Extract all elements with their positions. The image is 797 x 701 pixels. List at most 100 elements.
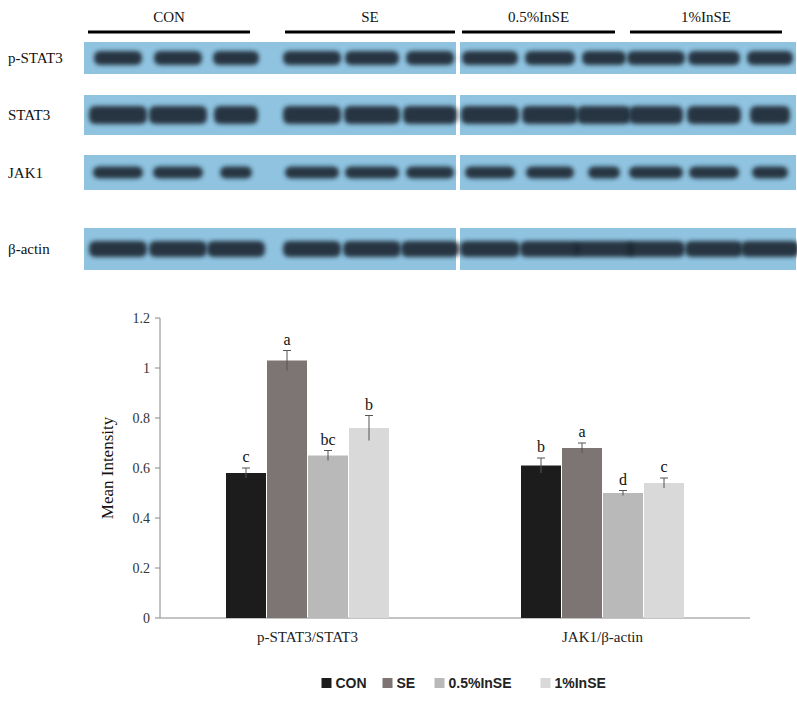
band — [401, 241, 459, 257]
membrane — [84, 42, 456, 74]
band — [344, 106, 400, 124]
band — [283, 106, 341, 124]
error-cap — [619, 490, 627, 491]
bar — [562, 448, 602, 618]
error-stem — [664, 478, 665, 488]
error-cap — [283, 350, 291, 351]
y-axis-title: Mean Intensity — [98, 416, 117, 519]
y-tick — [155, 318, 160, 319]
band — [741, 241, 797, 257]
group-label: SE — [361, 9, 379, 25]
legend-swatch — [541, 678, 551, 688]
band — [582, 51, 626, 65]
error-bar — [283, 351, 291, 371]
error-cap — [660, 478, 668, 479]
y-tick-label: 0.8 — [133, 411, 151, 426]
band — [629, 106, 683, 124]
bars — [226, 351, 684, 619]
band — [149, 241, 207, 257]
band — [285, 167, 339, 179]
band — [685, 241, 743, 257]
membrane — [84, 155, 456, 190]
significance-letter: a — [283, 331, 290, 348]
band — [747, 51, 793, 65]
group-bar — [630, 31, 782, 34]
membrane — [460, 42, 796, 74]
band — [89, 106, 147, 124]
legend-swatch — [322, 678, 332, 688]
error-stem — [582, 443, 583, 453]
bar — [644, 483, 684, 618]
band — [154, 51, 202, 65]
band — [345, 51, 399, 65]
band — [214, 106, 258, 124]
band — [629, 167, 683, 179]
group-bar — [462, 31, 615, 34]
band — [153, 167, 203, 179]
band — [343, 241, 401, 257]
y-tick — [155, 518, 160, 519]
error-bar — [365, 416, 373, 441]
membrane — [84, 95, 456, 135]
membrane — [460, 95, 796, 135]
band — [460, 241, 520, 257]
band — [688, 51, 740, 65]
band — [689, 167, 739, 179]
error-bar — [324, 451, 332, 461]
band — [461, 106, 519, 124]
bar — [226, 473, 266, 618]
membrane — [460, 155, 796, 190]
band — [750, 106, 790, 124]
error-cap — [242, 468, 250, 469]
band — [89, 241, 147, 257]
significance-letter: c — [660, 458, 667, 475]
y-tick-label: 0 — [143, 611, 150, 626]
band — [520, 241, 580, 257]
error-bar — [537, 458, 545, 473]
y-tick — [155, 468, 160, 469]
y-tick — [155, 568, 160, 569]
band — [526, 167, 574, 179]
legend-label: 1%InSE — [555, 675, 606, 691]
bar — [308, 456, 348, 619]
error-bar — [578, 443, 586, 453]
error-bar — [619, 491, 627, 496]
band — [283, 241, 341, 257]
band — [465, 167, 515, 179]
x-tick-label: p-STAT3/STAT3 — [257, 629, 358, 645]
error-stem — [328, 451, 329, 461]
group-bar — [88, 31, 250, 34]
y-tick-label: 1.2 — [133, 311, 151, 326]
error-stem — [246, 468, 247, 478]
error-bar — [660, 478, 668, 488]
band — [577, 106, 631, 124]
row-label: STAT3 — [8, 107, 50, 123]
significance-letter: d — [619, 471, 627, 488]
y-tick-label: 0.2 — [133, 561, 151, 576]
bar — [349, 428, 389, 618]
error-cap — [578, 443, 586, 444]
error-stem — [623, 491, 624, 496]
y-tick — [155, 418, 160, 419]
group-bar — [285, 31, 455, 34]
band — [588, 167, 620, 179]
membrane — [84, 228, 456, 270]
band — [462, 51, 518, 65]
row-label: JAK1 — [8, 165, 43, 181]
band — [345, 167, 399, 179]
significance-letter: b — [537, 438, 545, 455]
group-label: CON — [153, 9, 185, 25]
error-stem — [287, 351, 288, 371]
band — [220, 167, 252, 179]
error-cap — [324, 450, 332, 451]
band — [93, 167, 143, 179]
y-tick-label: 0.4 — [133, 511, 151, 526]
band — [406, 51, 454, 65]
band — [687, 106, 741, 124]
row-label: β-actin — [8, 241, 50, 257]
group-label: 0.5%InSE — [508, 9, 569, 25]
row-label: p-STAT3 — [8, 50, 63, 66]
y-tick-label: 0.6 — [133, 461, 151, 476]
legend-swatch — [383, 678, 393, 688]
legend-label: CON — [336, 675, 367, 691]
